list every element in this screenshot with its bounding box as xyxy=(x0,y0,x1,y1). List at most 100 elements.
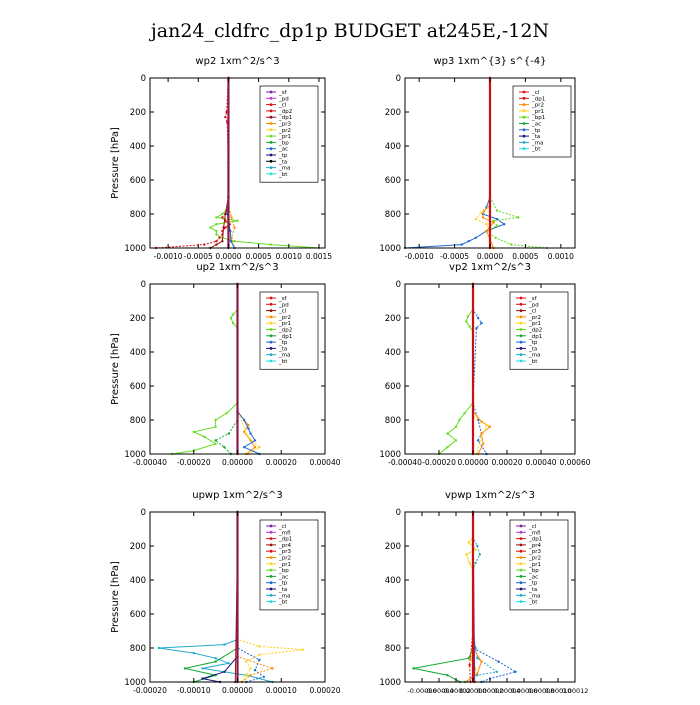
x-tick-label: 0.00004 xyxy=(494,687,521,695)
series-point xyxy=(225,412,228,415)
legend-label: _bt xyxy=(528,600,538,606)
series-point xyxy=(485,229,488,233)
legend-label: _dp2 xyxy=(278,109,292,115)
x-tick-label: 0.00020 xyxy=(266,458,297,467)
series-point xyxy=(222,226,225,229)
series-point xyxy=(474,561,477,565)
series-point xyxy=(214,660,217,663)
legend-marker xyxy=(269,296,273,300)
series-point xyxy=(271,667,274,670)
legend-label: _sf xyxy=(278,90,288,96)
series-point xyxy=(227,662,230,665)
series-point xyxy=(495,217,499,221)
series-point xyxy=(301,648,305,651)
legend-marker xyxy=(269,334,273,338)
legend-marker xyxy=(519,309,523,312)
series-point xyxy=(247,435,250,439)
y-tick-label: 600 xyxy=(385,382,401,392)
series-point xyxy=(203,243,206,246)
legend-marker xyxy=(269,96,273,100)
legend-marker xyxy=(269,537,273,540)
legend-marker xyxy=(519,524,523,528)
series-point xyxy=(214,442,217,445)
x-tick-label: 0.0000 xyxy=(477,252,503,261)
series-point xyxy=(242,418,246,422)
legend-marker xyxy=(269,359,273,363)
legend-marker xyxy=(269,353,273,357)
legend-label: _ta xyxy=(278,346,287,352)
series-point xyxy=(242,446,246,449)
series-point xyxy=(215,223,218,226)
y-tick-label: 800 xyxy=(130,644,146,654)
legend-marker xyxy=(519,315,523,319)
legend-label: _cl xyxy=(531,90,540,96)
series-point xyxy=(467,541,470,544)
x-tick-label: 0.00000 xyxy=(222,458,253,467)
y-tick-label: 1000 xyxy=(379,244,401,254)
legend-marker xyxy=(269,321,273,325)
legend-marker xyxy=(269,593,273,597)
series-point xyxy=(218,236,221,239)
panel-title: vpwp 1xm^2/s^3 xyxy=(445,490,535,501)
series-point xyxy=(223,643,226,646)
legend-label: _cl xyxy=(528,524,537,530)
legend-marker xyxy=(269,147,273,151)
series-point xyxy=(468,325,471,328)
series-point xyxy=(468,561,471,565)
series-point xyxy=(465,320,468,323)
series-point xyxy=(223,446,226,449)
series-point xyxy=(224,212,227,216)
legend-box xyxy=(259,291,319,370)
series-point xyxy=(258,446,261,449)
series-point xyxy=(245,674,248,677)
x-tick-label: 0.0015 xyxy=(306,252,332,261)
series-point xyxy=(492,219,495,222)
series-point xyxy=(221,216,224,219)
legend-label: _bt xyxy=(278,172,288,178)
series-line xyxy=(472,284,488,455)
series-point xyxy=(253,668,257,672)
legend-marker xyxy=(269,128,273,132)
legend-marker xyxy=(269,543,273,547)
legend-label: _ma xyxy=(528,353,540,359)
legend-label: _bp xyxy=(278,568,289,574)
legend-marker xyxy=(519,581,523,585)
legend-marker xyxy=(519,347,523,350)
y-tick-label: 400 xyxy=(130,348,146,358)
legend-marker xyxy=(522,122,526,125)
series-line xyxy=(171,284,238,455)
y-tick-label: 0 xyxy=(141,74,146,84)
y-tick-label: 400 xyxy=(130,142,146,152)
series-point xyxy=(242,430,246,434)
series-point xyxy=(236,219,239,222)
y-tick-label: 1000 xyxy=(379,450,401,460)
series-point xyxy=(503,223,506,226)
series-line xyxy=(472,284,488,455)
legend-label: _pr2 xyxy=(278,556,291,562)
legend-label: _dp2 xyxy=(528,328,542,334)
y-tick-label: 600 xyxy=(130,176,146,186)
series-point xyxy=(494,236,497,239)
panel-title: up2 1xm^2/s^3 xyxy=(196,262,278,273)
series-point xyxy=(249,667,252,670)
series-point xyxy=(481,216,485,219)
legend-label: _ma xyxy=(531,140,543,146)
series-point xyxy=(224,115,227,119)
series-line xyxy=(237,284,260,455)
x-tick-label: 0.00040 xyxy=(309,458,340,467)
legend-label: _dp2 xyxy=(278,328,292,334)
x-tick-label: 0.00000 xyxy=(222,686,253,695)
y-tick-label: 200 xyxy=(130,108,146,118)
legend-marker xyxy=(269,103,273,106)
legend-marker xyxy=(269,315,273,319)
series-point xyxy=(463,412,466,415)
series-point xyxy=(514,670,517,673)
legend-marker xyxy=(269,340,273,344)
panel-5: upwp 1xm^2/s^3 Pressure [hPa] 0 200 400 600 80… xyxy=(110,490,341,695)
y-tick-label: 800 xyxy=(385,644,401,654)
panel-6: vpwp 1xm^2/s^3 0 200 400 600 800 1000 -0.00006-… xyxy=(379,490,588,695)
x-tick-label: -0.00010 xyxy=(177,686,211,695)
legend-marker xyxy=(519,587,523,591)
